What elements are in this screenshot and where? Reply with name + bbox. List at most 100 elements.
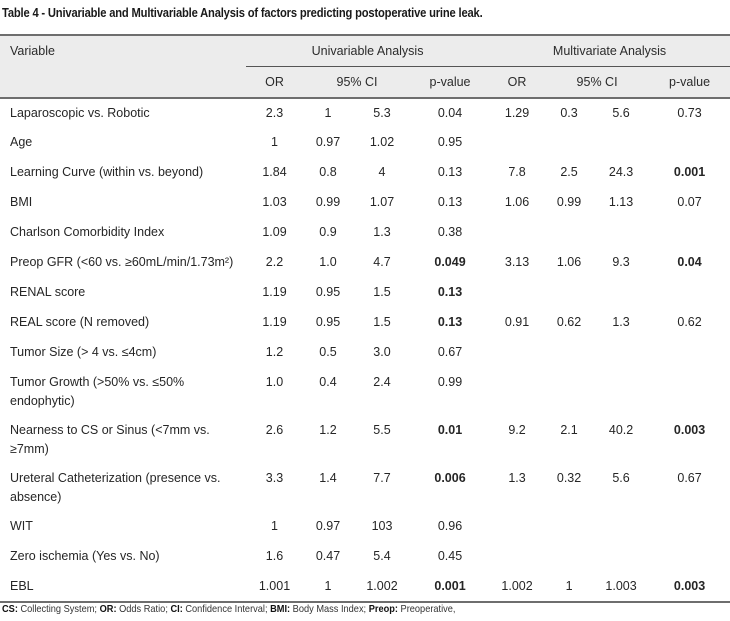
variable-name-cell: RENAL score	[10, 285, 86, 299]
multivariate-ci-lower-cell	[545, 338, 593, 368]
univariable-ci-upper-cell: 3.0	[373, 345, 391, 359]
univariable-pvalue-cell: 0.13	[437, 195, 463, 209]
multivariate-or-cell	[489, 128, 545, 158]
univariable-pvalue-cell: 0.01	[437, 423, 463, 437]
multivariate-pvalue-cell: 0.07	[677, 195, 702, 209]
multivariate-or-cell: 9.2	[508, 423, 526, 437]
footnote-definition: Body Mass Index;	[290, 603, 369, 615]
univariable-ci-upper-cell: 7.7	[373, 471, 391, 485]
table-row: Zero ischemia (Yes vs. No) 1.6 0.47 5.4 0.45	[0, 542, 730, 572]
multivariate-ci-upper-cell: 5.6	[612, 106, 630, 120]
univariable-pvalue-cell: 0.45	[437, 549, 463, 563]
multivariate-pvalue-cell: 0.67	[677, 471, 702, 485]
univariable-ci-upper-cell: 1.5	[373, 285, 391, 299]
multivariate-ci-upper-cell	[593, 128, 649, 158]
multivariate-ci-lower-cell	[545, 278, 593, 308]
univariable-pvalue-cell: 0.006	[434, 471, 466, 485]
footnote-term: BMI:	[270, 603, 291, 615]
multivariate-ci-lower-cell	[545, 512, 593, 542]
multivariate-or-cell	[489, 542, 545, 572]
variable-name-cell: Age	[10, 135, 33, 149]
univariable-group-header: Univariable Analysis	[246, 35, 490, 67]
univariable-pvalue-cell: 0.95	[437, 135, 463, 149]
univariable-ci-lower-cell: 0.9	[319, 225, 337, 239]
multivariate-group-header: Multivariate Analysis	[489, 35, 730, 67]
univariable-ci-lower-cell: 1	[303, 572, 353, 603]
univariable-pvalue-cell: 0.13	[437, 315, 463, 329]
results-table-container: Variable Univariable Analysis Multivaria…	[0, 34, 730, 603]
multivariate-ci-upper-cell: 1.3	[612, 315, 630, 329]
multivariate-pvalue-cell: 0.003	[649, 572, 730, 603]
univariable-or-cell: 1.09	[262, 225, 287, 239]
univariable-ci-lower-cell: 1.0	[319, 255, 337, 269]
univariable-or-cell: 1.0	[265, 375, 284, 389]
univariable-or-header: OR	[265, 75, 284, 89]
footnote-term: CS:	[2, 603, 18, 615]
variable-name-cell: Laparoscopic vs. Robotic	[10, 106, 150, 120]
univariable-or-cell: 1.6	[265, 549, 284, 563]
univariable-ci-lower-cell: 1.4	[319, 471, 337, 485]
multivariate-pvalue-cell	[649, 512, 730, 542]
table-row: Tumor Size (> 4 vs. ≤4cm) 1.2 0.5 3.0 0.67	[0, 338, 730, 368]
multivariate-pvalue-cell	[649, 278, 730, 308]
univariable-pvalue-cell: 0.67	[437, 345, 463, 359]
variable-name-cell: BMI	[10, 195, 33, 209]
variable-name-cell: Tumor Growth (>50% vs. ≤50% endophytic)	[10, 375, 185, 408]
table-row: BMI 1.03 0.99 1.07 0.13 1.06 0.99 1.13 0.07	[0, 188, 730, 218]
univariable-pvalue-cell: 0.13	[437, 285, 463, 299]
univariable-pvalue-cell: 0.96	[437, 519, 463, 533]
univariable-ci-lower-cell: 0.95	[315, 285, 341, 299]
multivariate-or-cell: 0.91	[504, 315, 530, 329]
multivariate-ci-lower-cell	[545, 542, 593, 572]
univariable-ci-lower-cell: 1.2	[319, 423, 337, 437]
univariable-pvalue-cell: 0.38	[437, 225, 463, 239]
univariable-or-cell: 1.19	[262, 315, 287, 329]
table-row: Age 1 0.97 1.02 0.95	[0, 128, 730, 158]
table-body: Laparoscopic vs. Robotic 2.3 1 5.3 0.04 1.29 0…	[0, 98, 730, 603]
univariable-or-cell: 2.6	[265, 423, 284, 437]
univariable-ci-lower-cell: 0.95	[315, 315, 341, 329]
univariable-or-cell: 1.001	[246, 572, 303, 603]
univariable-ci-upper-cell: 4.7	[373, 255, 391, 269]
univariable-ci-upper-cell: 5.4	[373, 549, 391, 563]
univariable-ci-lower-cell: 0.8	[319, 165, 337, 179]
variable-column-header: Variable	[10, 44, 55, 58]
univariable-ci-upper-cell: 1.07	[369, 195, 395, 209]
footnote-definition: Collecting System;	[17, 603, 100, 615]
univariable-pvalue-cell: 0.001	[411, 572, 490, 603]
univariable-or-cell: 1	[271, 519, 278, 533]
variable-name-cell: WIT	[10, 519, 33, 533]
univariable-ci-upper-cell: 1.02	[369, 135, 395, 149]
multivariate-or-cell	[489, 512, 545, 542]
univariable-or-cell: 1.03	[262, 195, 287, 209]
multivariate-or-cell: 1.3	[508, 471, 526, 485]
multivariate-ci-upper-cell	[593, 368, 649, 416]
multivariate-ci-upper-cell: 9.3	[612, 255, 630, 269]
univariable-ci-upper-cell: 2.4	[373, 375, 391, 389]
results-table: Variable Univariable Analysis Multivaria…	[0, 34, 730, 603]
univariable-pvalue-header: p-value	[429, 75, 471, 89]
multivariate-ci-upper-cell	[593, 512, 649, 542]
table-row: REAL score (N removed) 1.19 0.95 1.5 0.13 0.9…	[0, 308, 730, 338]
table-row: RENAL score 1.19 0.95 1.5 0.13	[0, 278, 730, 308]
multivariate-pvalue-cell: 0.73	[677, 106, 702, 120]
univariable-ci-lower-cell: 0.4	[319, 375, 337, 389]
multivariate-or-cell	[489, 278, 545, 308]
footnote-definition: Odds Ratio;	[116, 603, 171, 615]
multivariate-ci-upper-cell	[593, 278, 649, 308]
univariable-pvalue-cell: 0.04	[437, 106, 463, 120]
multivariate-ci-lower-cell: 2.5	[560, 165, 578, 179]
multivariate-pvalue-cell: 0.001	[673, 165, 706, 179]
univariable-or-cell: 2.3	[265, 106, 284, 120]
multivariate-pvalue-cell	[649, 128, 730, 158]
univariable-or-cell: 3.3	[265, 471, 284, 485]
multivariate-pvalue-cell	[649, 338, 730, 368]
footnote-definition: Confidence Interval;	[182, 603, 271, 615]
variable-name-cell: REAL score (N removed)	[10, 315, 150, 329]
univariable-ci-header: 95% CI	[336, 75, 378, 89]
univariable-ci-lower-cell: 1	[324, 106, 332, 120]
table-row: Preop GFR (<60 vs. ≥60mL/min/1.73m²) 2.2 1…	[0, 248, 730, 278]
multivariate-or-cell: 3.13	[504, 255, 530, 269]
multivariate-or-cell: 1.002	[489, 572, 546, 603]
multivariate-ci-lower-cell: 0.32	[556, 471, 582, 485]
